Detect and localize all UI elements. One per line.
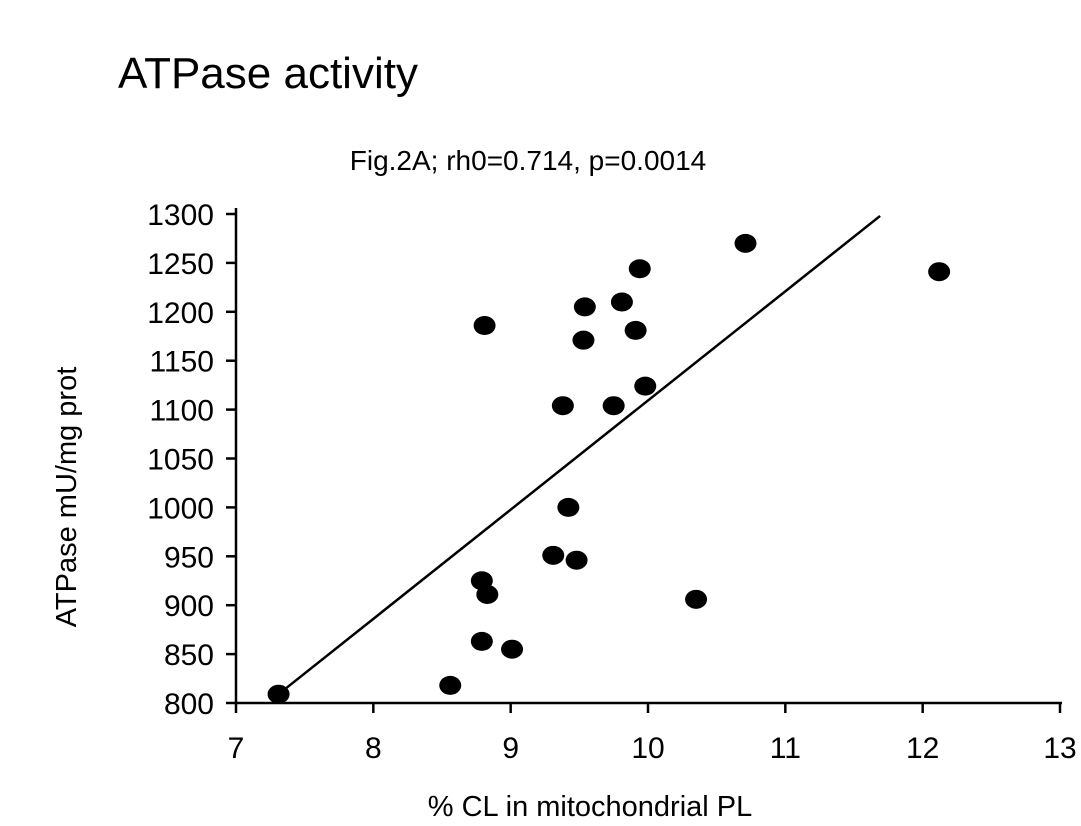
point: [267, 684, 290, 704]
x-tick-label: 11: [770, 732, 801, 765]
point: [928, 262, 951, 282]
y-axis-label: ATPase mU/mg prot: [51, 367, 83, 628]
point: [565, 550, 588, 570]
chart-title: ATPase activity: [118, 49, 418, 98]
point: [628, 259, 651, 279]
y-tick-label: 800: [164, 688, 214, 721]
x-tick-label: 7: [228, 732, 245, 765]
fit-line: [277, 214, 881, 696]
point: [685, 589, 708, 609]
point: [602, 396, 625, 416]
point: [501, 639, 524, 659]
x-tick-label: 9: [502, 732, 519, 765]
y-tick-label: 1100: [149, 395, 214, 428]
x-tick-label: 10: [631, 732, 664, 765]
y-tick-label: 950: [164, 541, 214, 574]
y-tick-label: 1250: [147, 248, 214, 281]
point: [624, 320, 647, 340]
x-tick-label: 8: [365, 732, 382, 765]
y-tick-label: 1000: [147, 492, 214, 525]
point: [572, 330, 595, 350]
point: [470, 631, 493, 651]
y-tick-label: 1200: [147, 297, 214, 330]
y-tick-label: 850: [164, 639, 214, 672]
x-axis-label: % CL in mitochondrial PL: [428, 791, 753, 823]
point: [476, 584, 499, 604]
point: [551, 396, 574, 416]
point: [557, 497, 580, 517]
point: [610, 292, 633, 312]
y-tick-label: 1150: [149, 346, 214, 379]
point: [634, 376, 657, 396]
point: [734, 233, 757, 253]
y-tick-label: 900: [164, 590, 214, 623]
point: [573, 297, 596, 317]
point: [542, 545, 565, 565]
point: [473, 315, 496, 335]
chart-subtitle: Fig.2A; rh0=0.714, p=0.0014: [350, 145, 707, 176]
x-tick-label: 12: [906, 732, 939, 765]
point: [439, 675, 462, 695]
y-tick-label: 1050: [147, 444, 214, 477]
y-tick-label: 1300: [147, 199, 214, 232]
x-tick-label: 13: [1043, 732, 1076, 765]
